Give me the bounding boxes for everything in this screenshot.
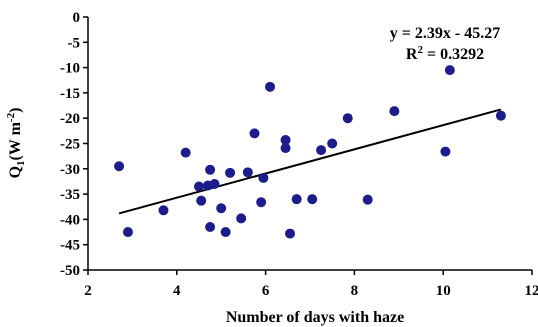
data-point [389, 106, 400, 117]
x-tick-label: 8 [351, 283, 359, 299]
data-point [196, 195, 207, 206]
trendline-layer [118, 108, 502, 215]
regression-equation: y = 2.39x - 45.27 [390, 25, 500, 42]
r-squared-label: R2 = 0.3292 [406, 44, 484, 63]
x-tick-label: 2 [84, 283, 92, 299]
r-squared-prefix: R [406, 46, 418, 63]
data-point [209, 178, 220, 189]
data-point [220, 227, 231, 238]
y-axis-title-unit-close: ) [7, 108, 24, 113]
data-point [265, 81, 276, 92]
data-point [114, 161, 125, 172]
y-axis-title: Q1(W m-2) [5, 108, 27, 179]
trendline [118, 108, 502, 215]
y-tick-label: -40 [60, 212, 80, 228]
y-tick-label: -35 [60, 187, 80, 203]
data-point [440, 146, 451, 157]
y-axis-title-main: Q [7, 166, 24, 178]
data-point [280, 143, 291, 154]
data-point [342, 113, 353, 124]
data-point [249, 128, 260, 139]
x-tick-label: 4 [173, 283, 181, 299]
y-axis-title-subscript: 1 [15, 160, 27, 166]
x-tick-label: 10 [436, 283, 451, 299]
y-tick-label: -50 [60, 263, 80, 279]
data-point [236, 213, 247, 224]
data-point [205, 164, 216, 175]
data-point [327, 138, 338, 149]
r-squared-value: = 0.3292 [423, 46, 484, 63]
data-point [307, 194, 318, 205]
data-point [258, 172, 269, 183]
data-point [180, 147, 191, 158]
x-axis-title: Number of days with haze [226, 309, 404, 326]
y-tick-label: -30 [60, 162, 80, 178]
data-point [316, 145, 327, 156]
axes [83, 16, 533, 275]
data-point [280, 134, 291, 145]
data-point [285, 228, 296, 239]
data-points [114, 65, 506, 239]
y-tick-label: -15 [60, 86, 80, 102]
data-point [242, 167, 253, 178]
y-tick-label: 0 [73, 10, 81, 26]
data-point [291, 194, 302, 205]
y-tick-label: -45 [60, 238, 80, 254]
x-tick-label: 12 [525, 283, 538, 299]
data-point [444, 65, 455, 76]
data-point [216, 203, 227, 214]
x-tick-label: 6 [262, 283, 270, 299]
y-axis-title-unit-exponent: -2 [5, 112, 17, 122]
y-tick-label: -25 [60, 137, 80, 153]
tick-labels: 0-5-10-15-20-25-30-35-40-45-502 4 6 8 10 12 [60, 10, 538, 299]
data-point [205, 221, 216, 232]
data-point [225, 167, 236, 178]
data-point [194, 181, 204, 192]
y-tick-label: -5 [68, 35, 81, 51]
data-point [158, 205, 169, 216]
data-point [362, 194, 373, 205]
r-squared-superscript: 2 [417, 44, 423, 56]
y-axis-title-unit: (W m [7, 121, 24, 160]
data-point [256, 197, 267, 208]
y-tick-label: -10 [60, 61, 80, 77]
data-point [122, 227, 133, 238]
y-tick-label: -20 [60, 111, 80, 127]
data-point [495, 110, 506, 121]
